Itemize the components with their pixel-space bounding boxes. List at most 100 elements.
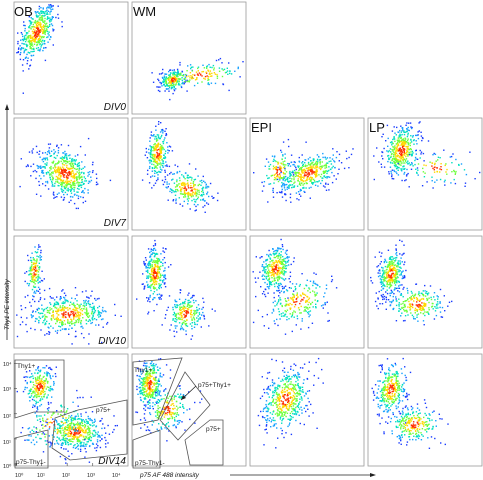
event-dot [37, 265, 39, 267]
event-dot [387, 271, 389, 273]
event-dot [57, 167, 59, 169]
event-dot [284, 193, 286, 196]
event-dot [97, 310, 99, 312]
event-dot [194, 184, 196, 186]
event-dot [324, 186, 326, 188]
event-dot [26, 62, 28, 65]
event-dot [283, 291, 285, 293]
event-dot [293, 310, 295, 312]
event-dot [197, 82, 199, 84]
event-dot [44, 43, 46, 45]
event-dot [151, 154, 153, 156]
event-dot [278, 275, 280, 277]
event-dot [305, 159, 307, 161]
event-dot [410, 148, 412, 151]
event-dot [60, 297, 62, 299]
event-dot [46, 306, 49, 309]
event-dot [158, 272, 160, 274]
event-dot [284, 179, 287, 181]
event-dot [200, 194, 202, 197]
event-dot [269, 183, 272, 185]
event-dot [193, 319, 196, 321]
event-dot [421, 302, 423, 304]
event-dot [68, 163, 71, 165]
event-dot [59, 168, 61, 170]
event-dot [281, 190, 283, 193]
event-dot [178, 197, 180, 199]
event-dot [270, 175, 272, 177]
event-dot [64, 154, 66, 157]
event-dot [177, 75, 179, 78]
event-dot [314, 176, 317, 178]
event-dot [293, 316, 295, 318]
event-dot [32, 54, 35, 57]
event-dot [68, 322, 70, 325]
event-dot [286, 309, 289, 311]
event-dot [179, 170, 181, 173]
event-dot [59, 306, 61, 309]
event-dot [154, 297, 156, 299]
event-dot [397, 162, 399, 165]
event-dot [386, 266, 388, 268]
event-dot [302, 292, 304, 294]
event-dot [57, 318, 59, 320]
event-dot [39, 43, 41, 46]
event-dot [391, 175, 393, 178]
event-dot [51, 161, 53, 164]
event-dot [32, 48, 35, 50]
event-dot [310, 167, 313, 170]
event-dot [164, 165, 167, 167]
event-dot [410, 168, 413, 170]
event-dot [312, 290, 314, 292]
event-dot [70, 322, 72, 324]
event-dot [39, 297, 42, 299]
event-dot [263, 181, 266, 183]
event-dot [146, 277, 148, 279]
event-dot [32, 47, 35, 50]
event-dot [284, 157, 286, 159]
event-dot [177, 165, 179, 168]
event-dot [28, 42, 31, 44]
event-dot [312, 158, 314, 160]
event-dot [36, 251, 39, 253]
event-dot [272, 262, 274, 264]
event-dot [382, 293, 384, 296]
event-dot [169, 188, 172, 190]
event-dot [270, 274, 272, 277]
event-dot [260, 256, 263, 258]
event-dot [156, 151, 158, 154]
event-dot [60, 180, 62, 182]
event-dot [267, 254, 270, 257]
event-dot [423, 302, 425, 305]
event-dot [74, 163, 76, 165]
event-dot [151, 163, 153, 165]
event-dot [28, 26, 30, 28]
event-dot [77, 162, 79, 165]
event-dot [35, 30, 38, 32]
event-dot [56, 180, 59, 182]
event-dot [33, 262, 36, 264]
event-dot [180, 86, 183, 89]
event-dot [389, 258, 391, 260]
event-dot [45, 28, 48, 30]
event-dot [150, 248, 152, 250]
event-dot [283, 164, 285, 166]
event-dot [44, 184, 47, 187]
event-dot [410, 151, 412, 153]
event-dot [398, 135, 400, 137]
event-dot [52, 30, 54, 32]
event-dot [402, 142, 404, 145]
event-dot [300, 195, 302, 197]
event-dot [306, 311, 309, 314]
event-dot [303, 297, 305, 299]
event-dot [410, 126, 412, 128]
event-dot [201, 190, 203, 193]
event-dot [36, 33, 39, 35]
event-dot [279, 299, 282, 301]
event-dot [272, 270, 274, 272]
event-dot [32, 315, 34, 317]
event-dot [401, 127, 403, 129]
event-dot [77, 195, 80, 197]
event-dot [226, 67, 228, 69]
event-dot [153, 297, 155, 299]
